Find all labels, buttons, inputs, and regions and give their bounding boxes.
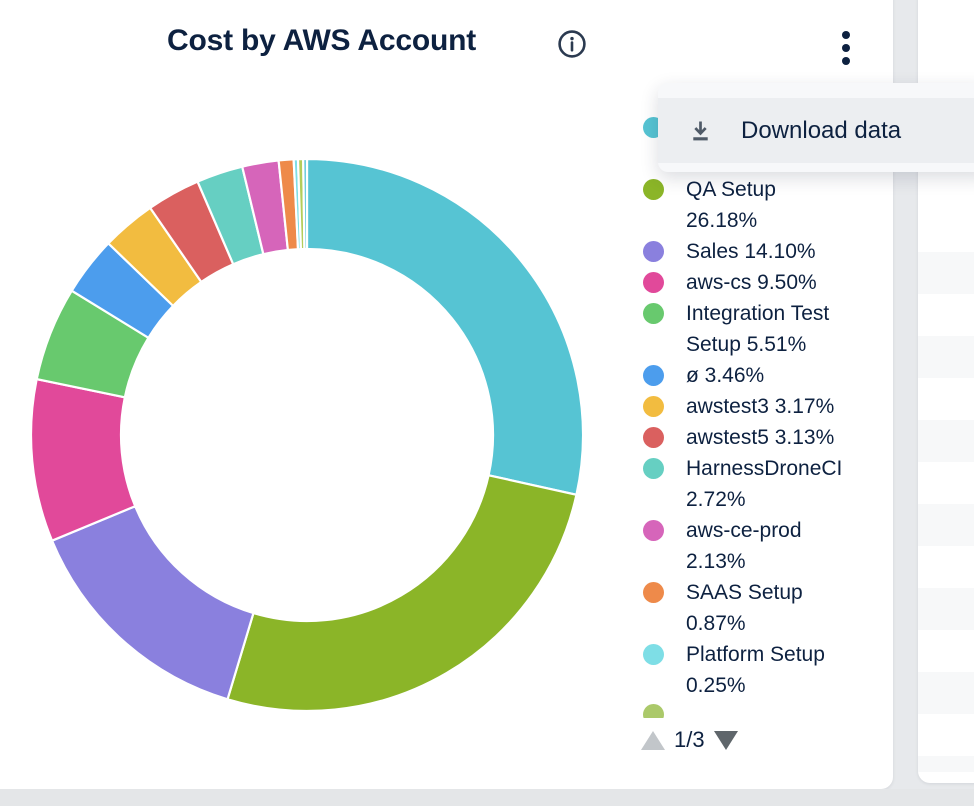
donut-chart [29,157,585,713]
legend-dot [643,272,664,293]
info-icon[interactable] [556,28,588,60]
legend-dot [643,179,664,200]
legend-dot [643,644,664,665]
legend-item[interactable]: Integration Test Setup 5.51% [643,298,893,360]
legend-label-line: HarnessDroneCI [686,457,843,480]
legend-dot [643,396,664,417]
kebab-dot [842,31,850,39]
legend-dot [643,520,664,541]
legend-label: SAAS Setup 0.87% [686,577,803,639]
legend-label-line: aws-ce-prod [686,519,802,542]
legend-label: Platform Setup 0.25% [686,639,825,701]
legend-label-line: 2.13% [686,550,746,573]
legend-label-line: Sales 14.10% [686,240,816,263]
legend-dot [643,303,664,324]
legend-dot [643,458,664,479]
legend-label-line: ø 3.46% [686,364,765,387]
legend-label-line: SAAS Setup [686,581,803,604]
legend-item[interactable]: Platform Setup 0.25% [643,639,893,701]
page-title: Cost by AWS Account [167,24,476,57]
legend-item[interactable]: awstest5 3.13% [643,422,893,453]
page-up-icon[interactable] [641,730,665,750]
legend-label-line: aws-cs 9.50% [686,271,817,294]
legend-label-line: awstest5 3.13% [686,426,835,449]
legend-label-line: 0.87% [686,612,746,635]
legend-label: HarnessDroneCI 2.72% [686,453,842,515]
legend-dot [643,704,664,718]
download-data-label: Download data [741,116,902,144]
legend-label: Integration Test Setup 5.51% [686,298,829,360]
legend-item[interactable]: awstest3 3.17% [643,391,893,422]
legend-label-line: Platform Setup [686,643,825,666]
legend-item[interactable]: HarnessDroneCI 2.72% [643,453,893,515]
download-icon [693,121,708,141]
chart-slice[interactable] [50,504,255,701]
legend-label: QA Setup 26.18% [686,174,776,236]
info-icon-glyph [558,30,586,58]
legend-label: Sales 14.10% [686,236,816,267]
legend-label-line: Integration Test [686,302,830,325]
legend-label: ø 3.46% [686,360,764,391]
legend-pagination: 1/3 [641,727,738,753]
legend-item[interactable]: SAAS Setup 0.87% [643,577,893,639]
legend-item[interactable]: aws-cs 9.50% [643,267,893,298]
card-options-menu: Download data [658,83,974,172]
kebab-dot [842,57,850,65]
legend-dot [643,365,664,386]
legend-label: aws-cs 9.50% [686,267,817,298]
page-background-strip [0,789,974,806]
legend-item[interactable]: Sales 14.10% [643,236,893,267]
page-indicator: 1/3 [674,727,705,752]
legend-item-partial [643,701,893,718]
legend-label: aws-ce-prod 2.13% [686,515,802,577]
page-down-icon[interactable] [713,730,738,750]
legend-item[interactable]: ø 3.46% [643,360,893,391]
chart-slice[interactable] [226,473,578,713]
legend: QA Setup 26.18% Sales 14.10% aws-cs 9.50% In… [643,112,893,718]
adjacent-card-rows [918,252,974,772]
chart-slice[interactable] [305,157,585,497]
legend-dot [643,427,664,448]
legend-label: awstest5 3.13% [686,422,834,453]
legend-label-line: 0.25% [686,674,746,697]
legend-label-line: awstest3 3.17% [686,395,835,418]
download-data-menu-item[interactable]: Download data [658,98,974,163]
legend-label-line: QA Setup [686,178,776,201]
chart-slice[interactable] [302,157,309,251]
legend-dot [643,241,664,262]
kebab-menu-button[interactable] [832,31,860,65]
legend-label-line: 2.72% [686,488,746,511]
legend-item[interactable]: QA Setup 26.18% [643,174,893,236]
legend-label-line: Setup 5.51% [686,333,807,356]
kebab-dot [842,44,850,52]
legend-label: awstest3 3.17% [686,391,834,422]
legend-item[interactable]: aws-ce-prod 2.13% [643,515,893,577]
legend-label-line: 26.18% [686,209,758,232]
legend-dot [643,582,664,603]
